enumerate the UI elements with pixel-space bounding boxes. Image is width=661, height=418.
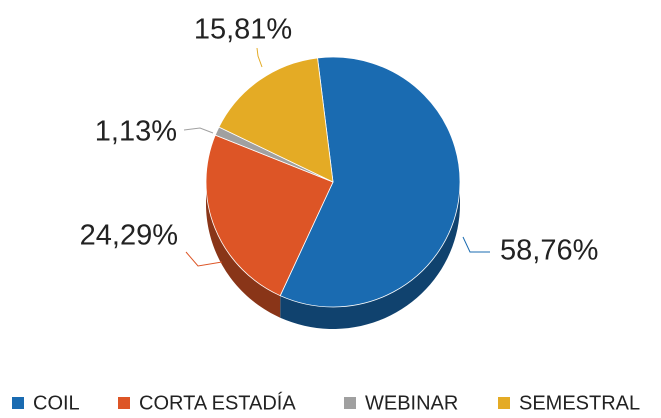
leader-line [256,47,263,68]
leader-line [185,251,223,267]
pie-slice [218,57,334,183]
pie-slice [279,56,461,308]
legend-swatch [344,397,356,409]
leader-line [183,127,214,134]
data-label: 24,29% [80,220,178,252]
legend-swatch [118,397,130,409]
legend-label: SEMESTRAL [519,392,640,413]
legend-label: CORTA ESTADÍA [139,391,296,413]
legend-swatch [498,397,510,409]
legend-label: COIL [33,392,80,413]
data-label: 1,13% [95,116,177,148]
pie-slice [205,134,334,297]
legend-label: WEBINAR [365,392,458,413]
pie-slice-side [280,182,460,329]
legend-swatch [12,397,24,409]
data-label: 15,81% [194,14,292,46]
data-label: 58,76% [500,235,598,267]
leader-line [462,236,490,253]
pie-slice-side [206,182,281,318]
